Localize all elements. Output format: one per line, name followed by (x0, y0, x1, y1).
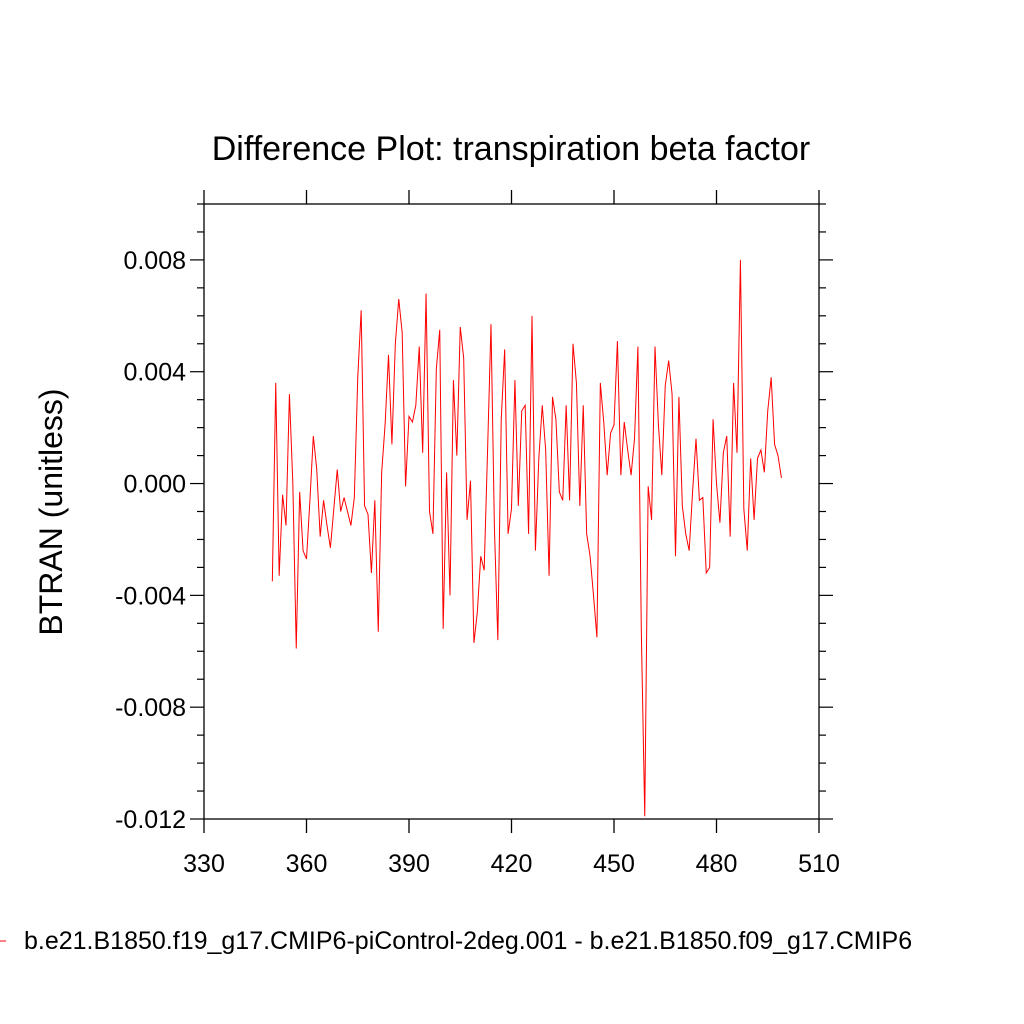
plot-frame (203, 203, 820, 820)
y-axis-ticks: -0.012 -0.008 -0.004 0.000 0.004 0.008 (115, 203, 833, 834)
y-tick-label: 0.008 (123, 247, 186, 275)
y-tick-label: 0.004 (123, 359, 186, 387)
y-tick-label: -0.008 (115, 694, 186, 722)
x-tick-label: 360 (286, 850, 328, 878)
y-tick-label: 0.000 (123, 471, 186, 499)
y-tick-label: -0.004 (115, 582, 186, 610)
x-axis-ticks: 330 360 390 420 450 480 510 (183, 190, 840, 878)
y-axis-label: BTRAN (unitless) (33, 388, 69, 635)
series-line (271, 259, 782, 817)
y-tick-label: -0.012 (115, 806, 186, 834)
x-tick-label: 330 (183, 850, 225, 878)
x-tick-label: 510 (798, 850, 840, 878)
x-tick-label: 450 (593, 850, 635, 878)
legend: b.e21.B1850.f19_g17.CMIP6-piControl-2deg… (0, 927, 912, 955)
x-tick-label: 420 (491, 850, 533, 878)
legend-label: b.e21.B1850.f19_g17.CMIP6-piControl-2deg… (24, 927, 912, 955)
x-tick-label: 480 (696, 850, 738, 878)
chart-title: Difference Plot: transpiration beta fact… (212, 130, 810, 168)
x-tick-label: 390 (388, 850, 430, 878)
series-layer (271, 259, 782, 817)
